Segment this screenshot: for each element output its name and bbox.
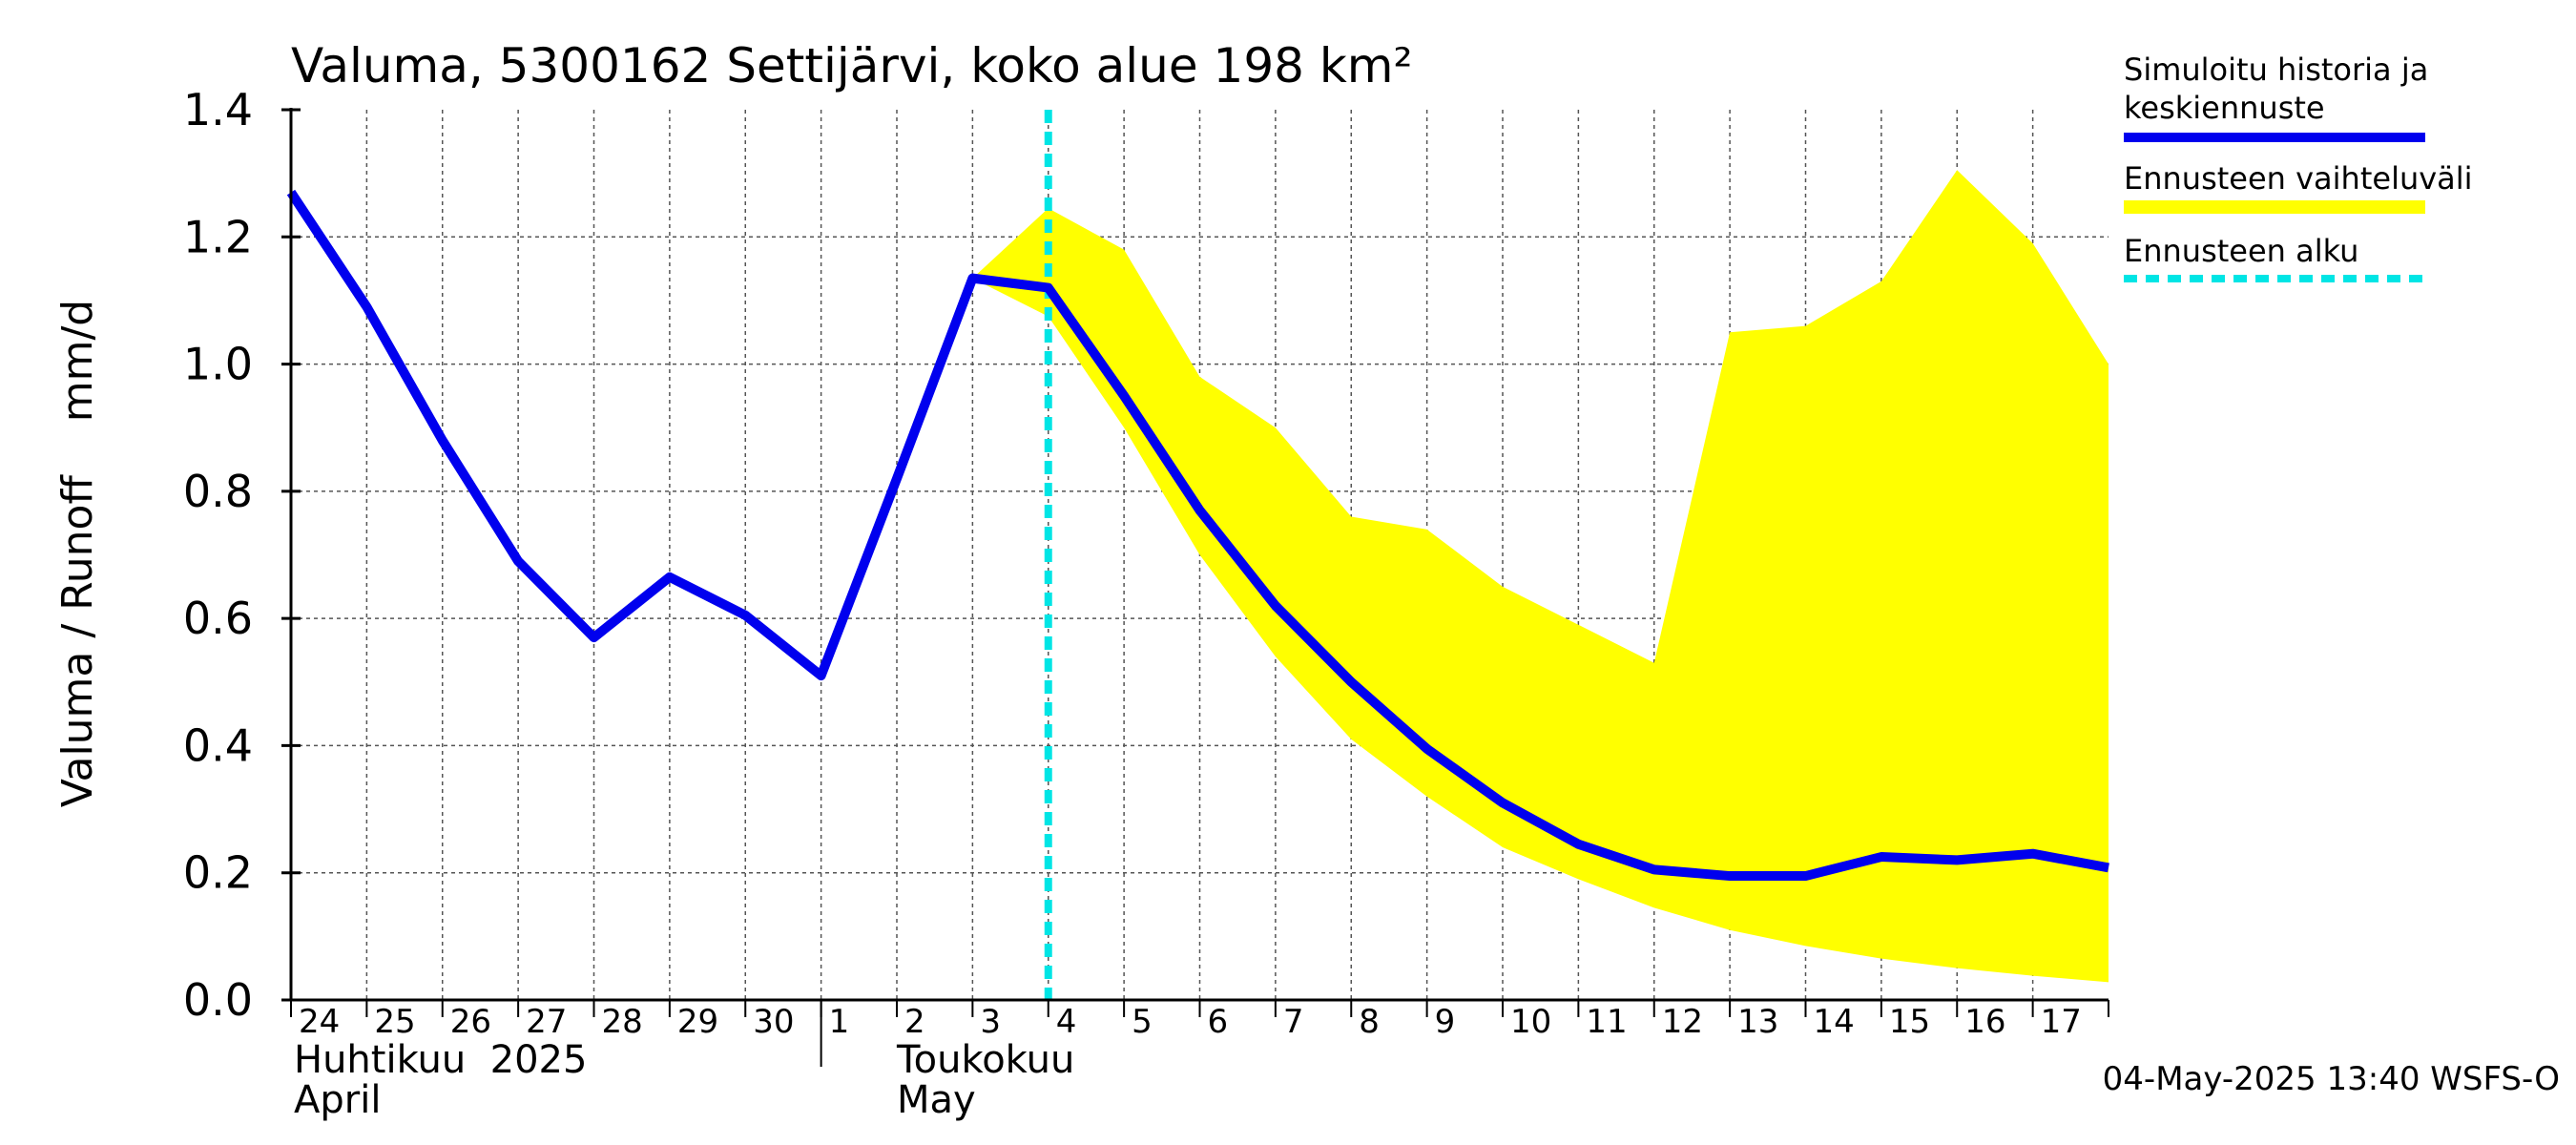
x-tick-label: 16 [1964, 1003, 2005, 1041]
x-tick-label: 9 [1435, 1003, 1456, 1041]
forecast-range-area [972, 170, 2109, 983]
y-axis-label: Valuma / Runoff mm/d [53, 300, 102, 807]
chart-title: Valuma, 5300162 Settijärvi, koko alue 19… [291, 38, 1413, 94]
month-label-may: Toukokuu [896, 1038, 1074, 1082]
x-tick-label: 5 [1132, 1003, 1153, 1041]
y-tick-label: 1.0 [183, 339, 253, 390]
x-tick-label: 13 [1737, 1003, 1778, 1041]
x-tick-label: 4 [1056, 1003, 1077, 1041]
x-tick-label: 17 [2041, 1003, 2082, 1041]
x-tick-label: 26 [450, 1003, 491, 1041]
x-tick-label: 29 [677, 1003, 718, 1041]
x-tick-label: 3 [980, 1003, 1001, 1041]
x-tick-label: 24 [299, 1003, 340, 1041]
month-label-april-en: April [294, 1078, 381, 1122]
month-label-april: Huhtikuu 2025 [294, 1038, 587, 1082]
legend-label-forecast-start: Ennusteen alku [2124, 233, 2358, 269]
legend-label-simulated-line2: keskiennuste [2124, 90, 2325, 126]
x-tick-labels: 24 25 26 27 28 29 30 1 2 3 4 5 6 7 8 9 10 11 12 13 14 15 16 17 [299, 1003, 2082, 1041]
x-tick-label: 30 [753, 1003, 794, 1041]
y-tick-label: 0.4 [183, 719, 253, 771]
y-tick-label: 1.4 [183, 84, 253, 135]
x-tick-label: 2 [904, 1003, 925, 1041]
x-tick-label: 15 [1889, 1003, 1930, 1041]
x-tick-label: 7 [1283, 1003, 1304, 1041]
x-tick-label: 10 [1510, 1003, 1551, 1041]
x-tick-label: 12 [1662, 1003, 1703, 1041]
runoff-line [286, 189, 2109, 882]
x-tick-label: 11 [1586, 1003, 1627, 1041]
x-tick-label: 1 [829, 1003, 850, 1041]
y-tick-label: 0.2 [183, 847, 253, 899]
footer-timestamp: 04-May-2025 13:40 WSFS-O [2103, 1060, 2560, 1098]
x-tick-label: 25 [374, 1003, 415, 1041]
y-tick-label: 0.8 [183, 466, 253, 517]
y-tick-label: 0.6 [183, 593, 253, 644]
y-tick-labels: 0.0 0.2 0.4 0.6 0.8 1.0 1.2 1.4 [183, 84, 253, 1026]
x-tick-label: 28 [602, 1003, 643, 1041]
axes [281, 108, 2109, 1067]
x-tick-label: 6 [1208, 1003, 1229, 1041]
y-tick-label: 1.2 [183, 211, 253, 262]
legend: Simuloitu historia ja keskiennuste Ennus… [2124, 52, 2473, 282]
legend-label-simulated-line1: Simuloitu historia ja [2124, 52, 2428, 88]
legend-label-range: Ennusteen vaihteluväli [2124, 160, 2473, 197]
x-tick-label: 27 [526, 1003, 567, 1041]
y-tick-label: 0.0 [183, 974, 253, 1026]
x-tick-label: 14 [1814, 1003, 1855, 1041]
forecast-range-band [972, 170, 2109, 983]
month-label-may-en: May [897, 1078, 976, 1122]
x-tick-label: 8 [1359, 1003, 1380, 1041]
runoff-series [286, 189, 2109, 882]
